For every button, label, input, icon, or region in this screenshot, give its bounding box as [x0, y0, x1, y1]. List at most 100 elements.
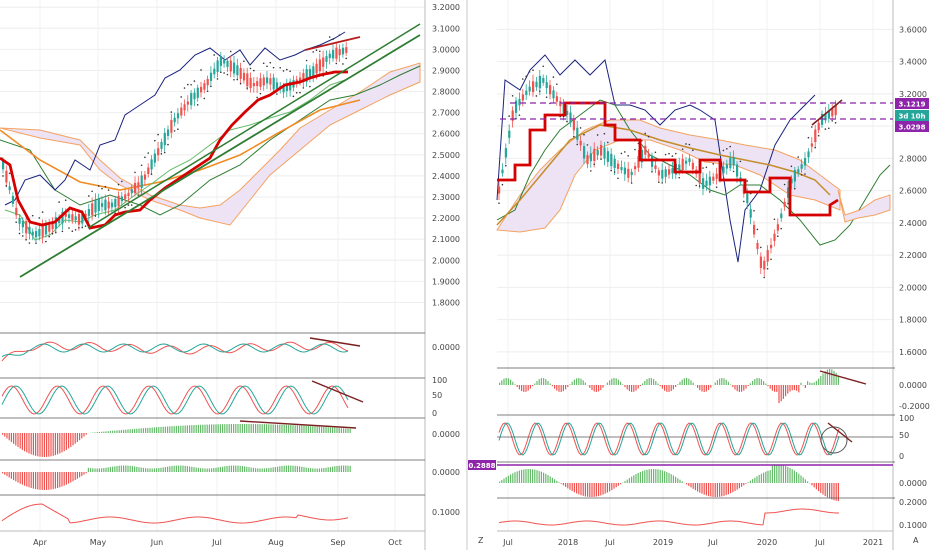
right-hist-bar [659, 385, 661, 387]
left-hist-bar [90, 468, 92, 472]
right-hist-bar [556, 385, 558, 391]
right-sar-dot [729, 145, 731, 148]
left-hist-bar [343, 428, 345, 433]
right-hist-bar [648, 469, 650, 483]
right-time-axis[interactable]: Jul 2018 Jul 2019 Jul 2020 Jul 2021 [502, 538, 883, 547]
left-candle-body [252, 83, 255, 87]
right-candle-body [759, 256, 762, 268]
left-hist-bar [296, 466, 298, 472]
left-hist-bar [338, 428, 340, 433]
left-hist-bar [285, 465, 287, 472]
left-hist-bar [301, 425, 303, 433]
left-candle-body [87, 209, 90, 216]
left-sar-dot [71, 230, 74, 233]
right-price-tick: 1.6000 [899, 348, 927, 357]
right-sar-dot [522, 78, 524, 80]
left-ichimoku-cloud [0, 62, 421, 226]
right-candle-body [691, 162, 694, 170]
left-candle-body [18, 217, 21, 224]
right-breakout-line [811, 99, 843, 126]
right-sar-dot [753, 209, 755, 212]
right-time-tick: Jul [604, 538, 615, 547]
right-sar-dot [590, 170, 592, 172]
right-hist-bar [725, 483, 727, 496]
right-hist-bar [833, 370, 835, 385]
left-hist-bar [184, 465, 186, 472]
right-hist-bar [754, 477, 756, 483]
right-sar-dot [658, 181, 660, 183]
right-hist-bar [505, 477, 507, 483]
left-hist-bar [65, 472, 67, 485]
right-candle-body [810, 143, 813, 147]
right-sar-dot [603, 132, 606, 135]
left-price-tick: 2.0000 [432, 256, 460, 265]
right-hist-bar [591, 385, 593, 391]
right-sar-dot [732, 170, 735, 173]
right-osc-line [498, 508, 839, 526]
right-corner-left-label[interactable]: Z [478, 536, 484, 545]
right-price-axis[interactable]: 3.60003.40003.20003.00002.80002.60002.40… [899, 25, 927, 357]
right-hist-bar [527, 385, 529, 391]
left-hist-bar [244, 466, 246, 472]
right-hist-bar [620, 381, 622, 385]
left-candle-body [163, 132, 166, 146]
left-hist-bar [52, 472, 54, 490]
right-ichimoku-cloud [496, 119, 841, 233]
left-hist-bar [327, 427, 329, 433]
right-time-tick: 2019 [653, 538, 673, 547]
right-hist-bar [738, 385, 740, 392]
left-hist-bar [263, 424, 265, 433]
left-candle-body [38, 229, 41, 237]
left-candle-body [94, 199, 97, 213]
right-hist-bar [571, 483, 573, 492]
right-sar-dot [525, 75, 527, 78]
right-hist-bar [525, 385, 527, 392]
left-sar-dot [147, 152, 149, 154]
right-hist-bar [615, 483, 617, 488]
right-candle-body [586, 155, 589, 165]
right-time-tick: 2021 [863, 538, 883, 547]
right-sar-dot [797, 156, 799, 158]
right-candle-body [542, 78, 545, 83]
left-hist-bar [107, 431, 109, 433]
right-hist-bar [565, 385, 567, 390]
left-hist-bar [281, 424, 283, 433]
left-candle-body [180, 107, 183, 116]
right-hist-bar [756, 476, 758, 483]
right-hist-bar [562, 483, 564, 486]
right-corner-right-label[interactable]: A [913, 536, 919, 545]
right-hist-bar [536, 380, 538, 385]
left-hist-bar [171, 465, 173, 472]
left-hist-bar [182, 465, 184, 472]
right-hist-bar [809, 382, 811, 385]
right-hist-bar [582, 380, 584, 385]
right-stoch-divergence-line [827, 422, 853, 443]
left-price-axis[interactable]: 3.2000 3.1000 3.0000 2.9000 2.8000 2.7000 2.60… [432, 3, 460, 307]
right-hist-bar [769, 470, 771, 483]
right-sar-dot [630, 182, 633, 184]
left-hist-bar [299, 466, 301, 472]
right-hist-bar [549, 383, 551, 385]
left-sar-dot [2, 175, 4, 177]
right-hist-bar [758, 474, 760, 483]
left-sar-dot [239, 82, 242, 85]
right-sar-dot [620, 152, 623, 155]
left-time-axis[interactable]: Apr May Jun Jul Aug Sep Oct [33, 538, 402, 547]
right-hist-bar [657, 383, 659, 385]
right-time-tick: Jul [707, 538, 718, 547]
right-hist-bar [595, 483, 597, 497]
left-hist-bar [15, 472, 17, 482]
left-hist-bar [296, 425, 298, 433]
left-hist-bar [149, 427, 151, 433]
right-hist-bar [565, 483, 567, 487]
right-sar-dot [702, 167, 704, 169]
left-hist-bar [228, 424, 230, 433]
right-hist-bar [512, 381, 514, 385]
right-candle-body [776, 224, 779, 231]
right-candle-body [640, 149, 643, 163]
left-hist-bar [215, 424, 217, 433]
left-trendline-lower [19, 34, 421, 278]
left-time-tick: Oct [388, 538, 402, 547]
right-candle-body [549, 85, 552, 95]
right-sar-dot [817, 134, 820, 137]
